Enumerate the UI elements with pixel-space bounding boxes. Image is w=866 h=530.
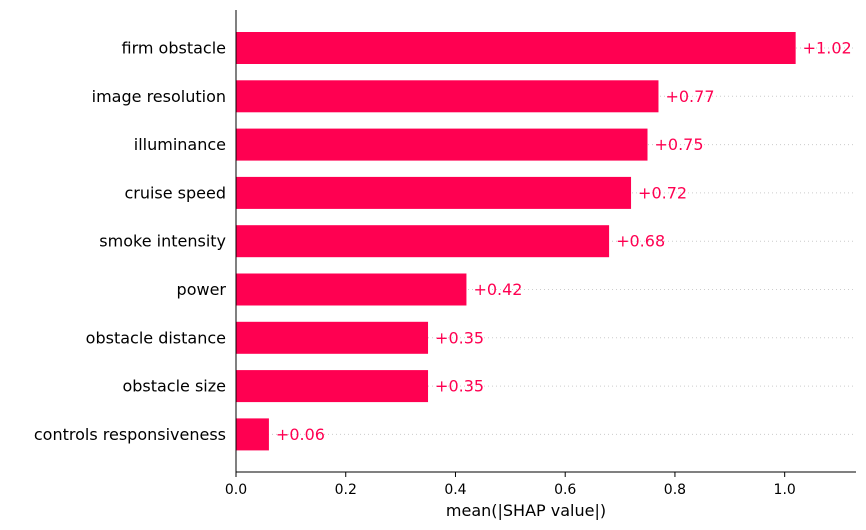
x-tick-label: 0.8: [664, 482, 686, 498]
value-label: +0.06: [276, 425, 325, 444]
x-tick-label: 0.6: [554, 482, 576, 498]
category-label: obstacle distance: [86, 328, 226, 347]
x-ticks: 0.0 0.2 0.4 0.6 0.8 1.0: [225, 472, 796, 498]
x-tick-label: 0.4: [444, 482, 466, 498]
bar: [236, 370, 429, 403]
bar: [236, 418, 269, 451]
category-label: smoke intensity: [99, 232, 226, 251]
category-label: cruise speed: [124, 183, 226, 202]
category-label: image resolution: [92, 87, 226, 106]
bars: [236, 32, 796, 451]
x-tick-label: 0.2: [335, 482, 357, 498]
category-label: illuminance: [134, 135, 226, 154]
value-label: +0.72: [638, 183, 687, 202]
bar: [236, 176, 632, 209]
value-label: +0.68: [616, 232, 665, 251]
category-label: firm obstacle: [122, 39, 227, 58]
bar: [236, 32, 796, 64]
value-label: +0.42: [473, 280, 522, 299]
x-axis-title: mean(|SHAP value|): [446, 501, 606, 520]
bar: [236, 321, 429, 354]
bar: [236, 128, 648, 161]
category-label: obstacle size: [122, 377, 226, 396]
value-label: +0.35: [435, 328, 484, 347]
x-tick-label: 0.0: [225, 482, 247, 498]
value-label: +0.77: [665, 87, 714, 106]
category-label: power: [177, 280, 227, 299]
bar: [236, 273, 467, 306]
bar: [236, 80, 659, 113]
category-label: controls responsiveness: [34, 425, 226, 444]
category-labels: firm obstacle image resolution illuminance…: [34, 39, 227, 444]
value-label: +0.35: [435, 377, 484, 396]
bar: [236, 225, 610, 258]
x-tick-label: 1.0: [774, 482, 796, 498]
value-label: +1.02: [803, 39, 852, 58]
value-label: +0.75: [655, 135, 704, 154]
value-labels: +1.02 +0.77 +0.75 +0.72 +0.68 +0.42 +0.35 +0.35…: [276, 39, 852, 444]
